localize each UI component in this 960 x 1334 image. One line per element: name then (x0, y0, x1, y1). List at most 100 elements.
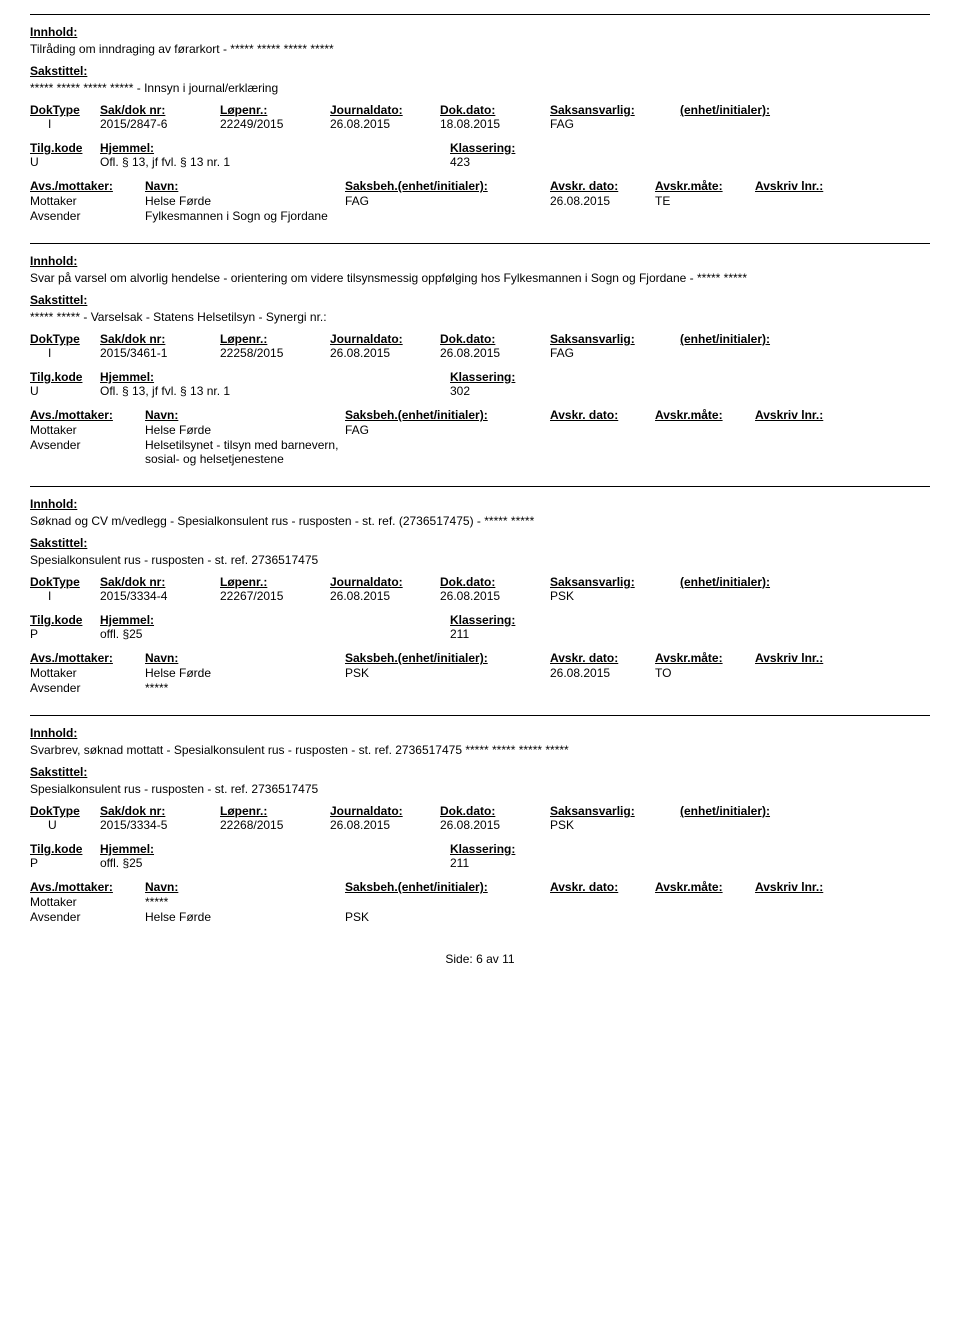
tilg-header-row: Tilg.kode Hjemmel: Klassering: (30, 613, 930, 627)
party-avskrdato (550, 209, 655, 223)
party-saksbeh: PSK (345, 666, 550, 680)
dokdato-header: Dok.dato: (440, 804, 550, 818)
klassering-header: Klassering: (450, 141, 515, 155)
sakstittel-text: Spesialkonsulent rus - rusposten - st. r… (30, 782, 930, 796)
party-name: Helse Førde (145, 666, 345, 680)
party-avskrmate (655, 209, 755, 223)
dok-value-row: I 2015/3334-4 22267/2015 26.08.2015 26.0… (30, 589, 930, 603)
party-row: Avsender ***** (30, 681, 930, 695)
party-avskrdato (550, 438, 655, 466)
journaldato-header: Journaldato: (330, 804, 440, 818)
lopenr-value: 22258/2015 (220, 346, 330, 360)
sakstittel-text: Spesialkonsulent rus - rusposten - st. r… (30, 553, 930, 567)
hjemmel-value: offl. §25 (100, 856, 450, 870)
saksansvarlig-value: PSK (550, 589, 680, 603)
party-saksbeh: FAG (345, 194, 550, 208)
innhold-text: Tilråding om inndraging av førarkort - *… (30, 42, 930, 56)
doktype-header: DokType (30, 332, 100, 346)
innhold-text: Søknad og CV m/vedlegg - Spesialkonsulen… (30, 514, 930, 528)
klassering-header: Klassering: (450, 613, 515, 627)
doktype-value: I (30, 346, 100, 360)
journaldato-header: Journaldato: (330, 103, 440, 117)
sakstittel-text: ***** ***** - Varselsak - Statens Helset… (30, 310, 930, 324)
saksansvarlig-header: Saksansvarlig: (550, 332, 680, 346)
party-row: Mottaker Helse Førde FAG (30, 423, 930, 437)
party-saksbeh (345, 209, 550, 223)
saksansvarlig-value: FAG (550, 117, 680, 131)
party-header-row: Avs./mottaker: Navn: Saksbeh.(enhet/init… (30, 408, 930, 422)
party-row: Mottaker ***** (30, 895, 930, 909)
doktype-value: I (30, 117, 100, 131)
enhet-header: (enhet/initialer): (680, 103, 770, 117)
dokdato-value: 26.08.2015 (440, 589, 550, 603)
party-saksbeh: PSK (345, 910, 550, 924)
klassering-header: Klassering: (450, 370, 515, 384)
sakstittel-label: Sakstittel: (30, 765, 930, 779)
party-role: Avsender (30, 438, 145, 466)
party-avskrmate (655, 681, 755, 695)
klassering-header: Klassering: (450, 842, 515, 856)
party-name: Helse Førde (145, 194, 345, 208)
innhold-text: Svar på varsel om alvorlig hendelse - or… (30, 271, 930, 285)
saksansvarlig-value: PSK (550, 818, 680, 832)
dokdato-header: Dok.dato: (440, 103, 550, 117)
party-saksbeh (345, 895, 550, 909)
divider (30, 486, 930, 487)
lopenr-header: Løpenr.: (220, 575, 330, 589)
dok-header-row: DokType Sak/dok nr: Løpenr.: Journaldato… (30, 103, 930, 117)
dok-value-row: I 2015/3461-1 22258/2015 26.08.2015 26.0… (30, 346, 930, 360)
party-row: Mottaker Helse Førde FAG 26.08.2015 TE (30, 194, 930, 208)
tilg-value-row: P offl. §25 211 (30, 627, 930, 641)
sakdok-header: Sak/dok nr: (100, 575, 220, 589)
sakstittel-label: Sakstittel: (30, 64, 930, 78)
avskrdato-header: Avskr. dato: (550, 880, 655, 894)
party-role: Mottaker (30, 666, 145, 680)
enhet-header: (enhet/initialer): (680, 804, 770, 818)
party-role: Avsender (30, 910, 145, 924)
party-name: ***** (145, 895, 345, 909)
party-saksbeh (345, 681, 550, 695)
tilgkode-value: U (30, 155, 100, 169)
doktype-header: DokType (30, 103, 100, 117)
innhold-label: Innhold: (30, 25, 930, 39)
lopenr-header: Løpenr.: (220, 332, 330, 346)
tilg-value-row: U Ofl. § 13, jf fvl. § 13 nr. 1 423 (30, 155, 930, 169)
journal-record: Innhold: Tilråding om inndraging av føra… (30, 14, 930, 223)
klassering-value: 211 (450, 856, 469, 870)
saksbeh-header: Saksbeh.(enhet/initialer): (345, 651, 550, 665)
saksansvarlig-header: Saksansvarlig: (550, 103, 680, 117)
doktype-value: U (30, 818, 100, 832)
hjemmel-value: Ofl. § 13, jf fvl. § 13 nr. 1 (100, 384, 450, 398)
avsmottaker-header: Avs./mottaker: (30, 880, 145, 894)
party-saksbeh: FAG (345, 423, 550, 437)
tilgkode-header: Tilg.kode (30, 842, 100, 856)
party-avskrdato: 26.08.2015 (550, 666, 655, 680)
tilg-value-row: P offl. §25 211 (30, 856, 930, 870)
sakstittel-label: Sakstittel: (30, 536, 930, 550)
avskrdato-header: Avskr. dato: (550, 651, 655, 665)
party-avskrmate (655, 423, 755, 437)
sakstittel-label: Sakstittel: (30, 293, 930, 307)
dokdato-value: 18.08.2015 (440, 117, 550, 131)
innhold-label: Innhold: (30, 497, 930, 511)
party-name: Helsetilsynet - tilsyn med barnevern, so… (145, 438, 345, 466)
party-avskrmate (655, 438, 755, 466)
party-avskrdato (550, 681, 655, 695)
divider (30, 243, 930, 244)
journal-record: Innhold: Svarbrev, søknad mottatt - Spes… (30, 715, 930, 924)
sakstittel-text: ***** ***** ***** ***** - Innsyn i journ… (30, 81, 930, 95)
innhold-label: Innhold: (30, 726, 930, 740)
lopenr-value: 22268/2015 (220, 818, 330, 832)
party-avskrmate: TO (655, 666, 755, 680)
navn-header: Navn: (145, 179, 345, 193)
journaldato-header: Journaldato: (330, 575, 440, 589)
journaldato-value: 26.08.2015 (330, 589, 440, 603)
party-row: Avsender Helse Førde PSK (30, 910, 930, 924)
tilg-value-row: U Ofl. § 13, jf fvl. § 13 nr. 1 302 (30, 384, 930, 398)
party-avskrdato: 26.08.2015 (550, 194, 655, 208)
tilg-header-row: Tilg.kode Hjemmel: Klassering: (30, 141, 930, 155)
party-row: Mottaker Helse Førde PSK 26.08.2015 TO (30, 666, 930, 680)
doktype-header: DokType (30, 575, 100, 589)
avskrmate-header: Avskr.måte: (655, 880, 755, 894)
lopenr-header: Løpenr.: (220, 103, 330, 117)
